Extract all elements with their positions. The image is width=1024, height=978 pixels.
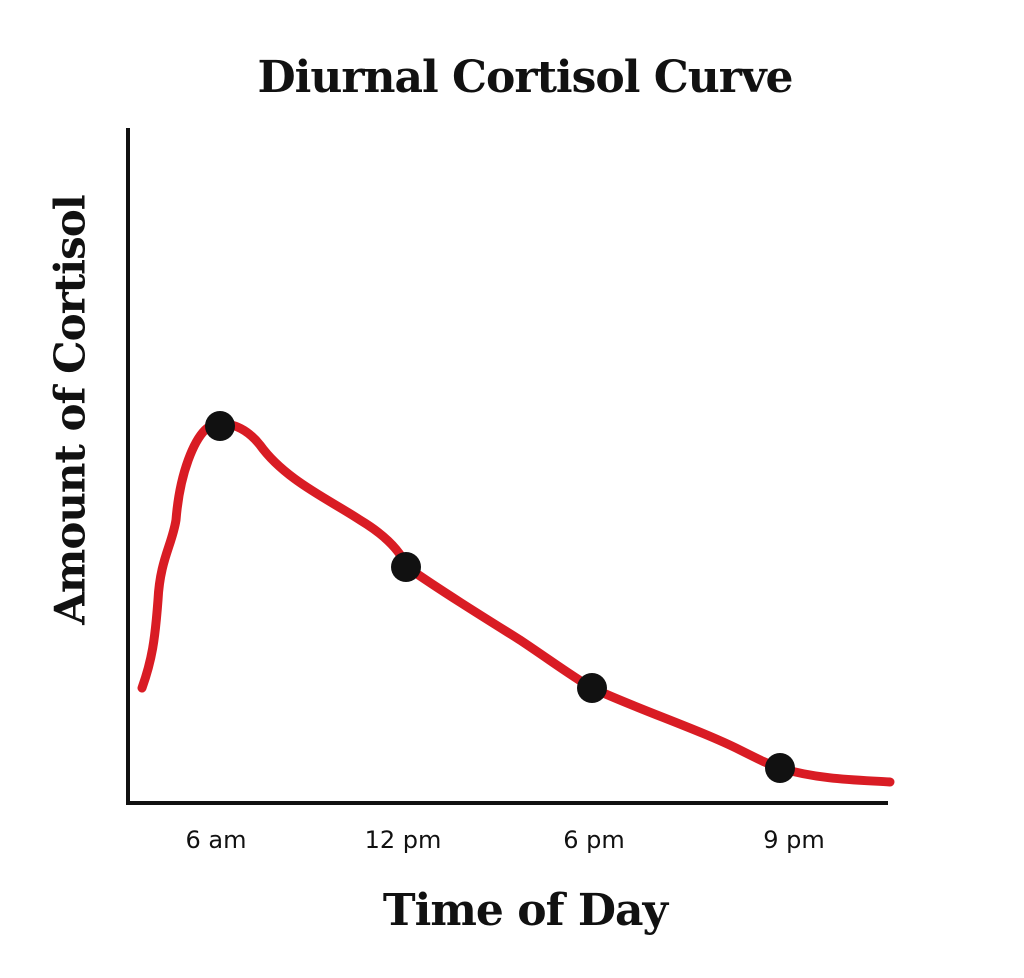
x-tick-6pm: 6 pm: [563, 826, 625, 854]
chart-title: Diurnal Cortisol Curve: [257, 52, 793, 103]
data-point-6pm: [577, 673, 607, 703]
x-tick-9pm: 9 pm: [763, 826, 825, 854]
data-point-6am: [205, 411, 235, 441]
data-point-12pm: [391, 552, 421, 582]
x-tick-6am: 6 am: [185, 826, 247, 854]
cortisol-curve: [137, 419, 895, 787]
x-tick-12pm: 12 pm: [364, 826, 442, 854]
x-axis-label: Time of Day: [382, 885, 668, 936]
data-point-9pm: [765, 753, 795, 783]
